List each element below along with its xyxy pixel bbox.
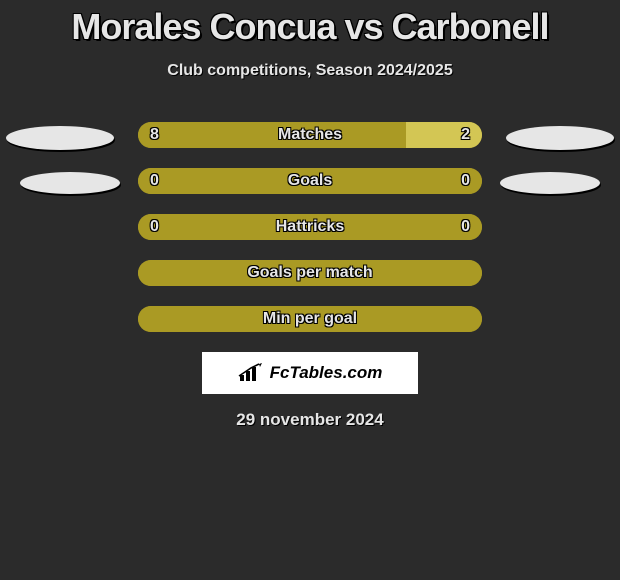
value-left: 8 — [150, 122, 159, 148]
player-right-marker — [500, 172, 600, 194]
stat-row: Matches 8 2 — [0, 122, 620, 148]
stat-row: Goals 0 0 — [0, 168, 620, 194]
bar-track: Goals per match — [138, 260, 482, 286]
player-left-marker — [6, 126, 114, 150]
bar-label: Min per goal — [138, 306, 482, 332]
player-right-marker — [506, 126, 614, 150]
bar-track: Goals — [138, 168, 482, 194]
comparison-infographic: Morales Concua vs Carbonell Club competi… — [0, 0, 620, 580]
bar-track: Hattricks — [138, 214, 482, 240]
chart-icon — [238, 363, 264, 383]
value-right: 0 — [461, 214, 470, 240]
bar-label: Hattricks — [138, 214, 482, 240]
bar-track: Matches — [138, 122, 482, 148]
bar-label: Goals per match — [138, 260, 482, 286]
page-subtitle: Club competitions, Season 2024/2025 — [0, 62, 620, 80]
stat-row: Min per goal — [0, 306, 620, 332]
stat-row: Hattricks 0 0 — [0, 214, 620, 240]
bar-label: Matches — [138, 122, 482, 148]
page-title: Morales Concua vs Carbonell — [0, 6, 620, 48]
stat-rows: Matches 8 2 Goals 0 0 Hattricks 0 — [0, 122, 620, 332]
stat-row: Goals per match — [0, 260, 620, 286]
date-text: 29 november 2024 — [0, 410, 620, 430]
bar-track: Min per goal — [138, 306, 482, 332]
value-right: 0 — [461, 168, 470, 194]
value-right: 2 — [461, 122, 470, 148]
bar-label: Goals — [138, 168, 482, 194]
logo-text: FcTables.com — [270, 363, 383, 383]
source-logo: FcTables.com — [202, 352, 418, 394]
value-left: 0 — [150, 214, 159, 240]
value-left: 0 — [150, 168, 159, 194]
player-left-marker — [20, 172, 120, 194]
